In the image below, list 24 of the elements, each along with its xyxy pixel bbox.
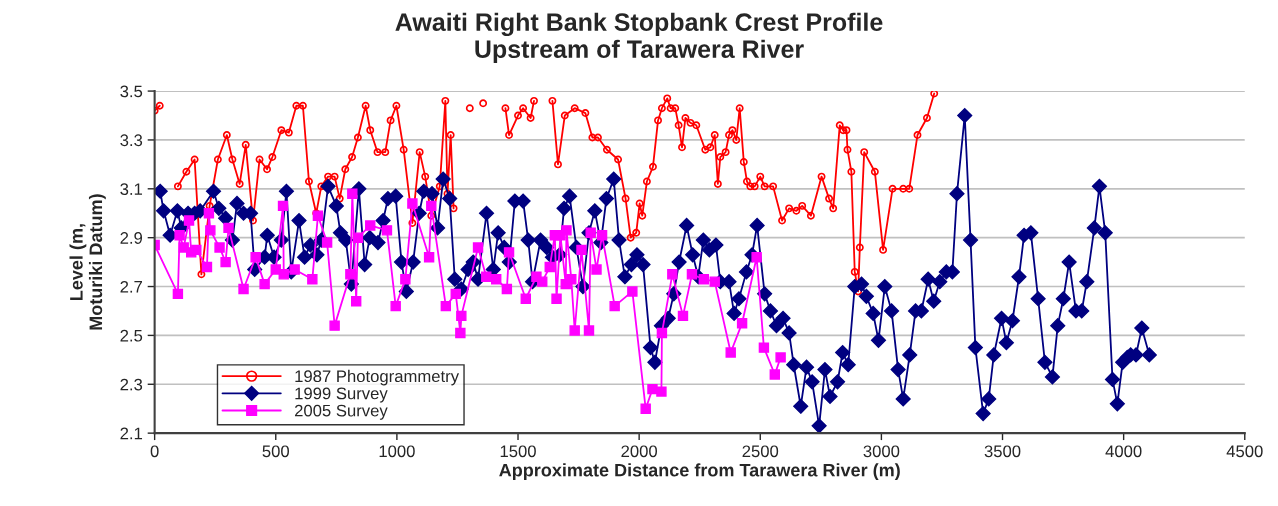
y-tick-label: 3.5 xyxy=(120,85,143,98)
y-tick-label: 2.9 xyxy=(120,232,143,244)
y-axis-title: Level (m, Moturiki Datum) xyxy=(69,194,106,330)
legend-label: 2005 Survey xyxy=(294,404,388,420)
y-tick-label: 3.1 xyxy=(120,183,143,196)
x-tick-label: 2500 xyxy=(742,445,779,458)
x-tick-label: 1000 xyxy=(379,445,415,458)
x-tick-label: 1500 xyxy=(500,445,536,458)
y-tick-label: 2.7 xyxy=(120,280,142,293)
legend-label: 1987 Photogrammetry xyxy=(295,369,460,386)
x-tick-label: 3500 xyxy=(984,445,1021,458)
y-tick-label: 2.5 xyxy=(120,329,143,342)
x-tick-label: 500 xyxy=(262,445,290,458)
y-tick-label: 2.3 xyxy=(120,378,143,391)
x-tick-label: 3000 xyxy=(863,445,900,458)
chart-title: Awaiti Right Bank Stopbank Crest Profile Upstream of Tarawera River xyxy=(395,12,883,63)
x-tick-label: 0 xyxy=(150,445,159,458)
legend-label: 1999 Survey xyxy=(295,387,388,403)
x-tick-label: 4500 xyxy=(1226,445,1263,458)
y-tick-label: 3.3 xyxy=(120,134,143,147)
y-tick-label: 2.1 xyxy=(120,427,143,440)
x-tick-label: 2000 xyxy=(621,445,658,458)
x-tick-label: 4000 xyxy=(1105,445,1142,458)
x-axis-title: Approximate Distance from Tarawera River (m) xyxy=(499,463,900,481)
